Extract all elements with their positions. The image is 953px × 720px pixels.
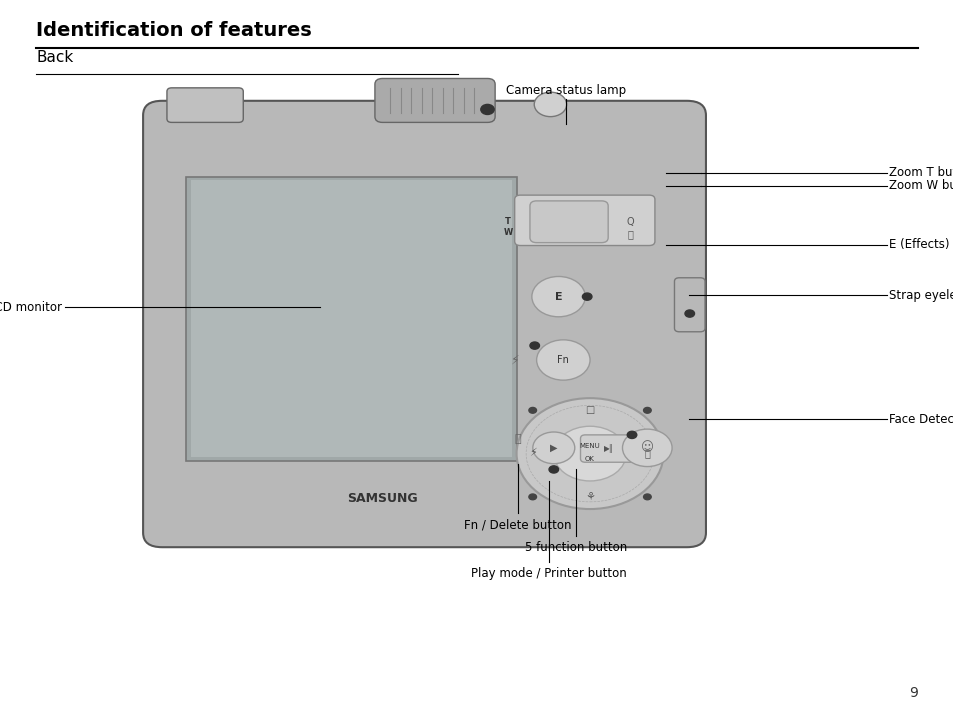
FancyBboxPatch shape — [579, 435, 638, 462]
Text: Camera status lamp: Camera status lamp — [505, 84, 625, 97]
Text: ⏻: ⏻ — [643, 449, 650, 459]
Text: Strap eyelet: Strap eyelet — [888, 289, 953, 302]
Circle shape — [528, 408, 536, 413]
Bar — [186, 177, 517, 461]
Text: W: W — [503, 228, 512, 237]
Text: ☺: ☺ — [640, 441, 653, 454]
Circle shape — [643, 494, 651, 500]
Circle shape — [532, 276, 585, 317]
Text: ▶‖: ▶‖ — [603, 444, 614, 453]
Text: Play mode / Printer button: Play mode / Printer button — [470, 567, 626, 580]
Text: Identification of features: Identification of features — [36, 21, 312, 40]
Text: 🔒: 🔒 — [514, 434, 520, 444]
FancyBboxPatch shape — [143, 101, 705, 547]
Text: LCD monitor: LCD monitor — [0, 301, 62, 314]
Text: Q: Q — [626, 217, 633, 227]
Circle shape — [549, 466, 558, 473]
Circle shape — [581, 293, 591, 300]
Circle shape — [530, 342, 539, 349]
Text: ⌖: ⌖ — [626, 229, 633, 239]
Text: 9: 9 — [908, 686, 917, 700]
Circle shape — [517, 398, 663, 509]
Text: Back: Back — [36, 50, 73, 65]
Text: Zoom T button (Digital zoom): Zoom T button (Digital zoom) — [888, 166, 953, 179]
Circle shape — [534, 92, 566, 117]
Text: ⚡: ⚡ — [511, 354, 519, 366]
Text: OK: OK — [584, 456, 595, 462]
Bar — [191, 181, 511, 457]
Circle shape — [626, 431, 636, 438]
Text: ▶: ▶ — [550, 443, 557, 453]
Text: MENU: MENU — [579, 444, 599, 449]
Text: SAMSUNG: SAMSUNG — [347, 492, 417, 505]
Text: ⚡: ⚡ — [528, 449, 537, 459]
Circle shape — [528, 494, 536, 500]
Text: Fn / Delete button: Fn / Delete button — [464, 518, 571, 531]
Text: Face Detection(FD) button: Face Detection(FD) button — [888, 413, 953, 426]
Circle shape — [532, 432, 574, 464]
Circle shape — [480, 104, 494, 114]
Text: Fn: Fn — [557, 355, 569, 365]
Text: E (Effects) button: E (Effects) button — [888, 238, 953, 251]
Text: 5 function button: 5 function button — [524, 541, 627, 554]
FancyBboxPatch shape — [167, 88, 243, 122]
FancyBboxPatch shape — [529, 201, 607, 243]
Circle shape — [643, 408, 651, 413]
Text: □: □ — [585, 405, 594, 415]
FancyBboxPatch shape — [375, 78, 495, 122]
Circle shape — [684, 310, 694, 317]
Circle shape — [621, 429, 671, 467]
Text: T: T — [504, 217, 511, 226]
Text: Zoom W button (Thumbnail): Zoom W button (Thumbnail) — [888, 179, 953, 192]
FancyBboxPatch shape — [674, 278, 704, 332]
Text: E: E — [555, 292, 561, 302]
Circle shape — [536, 340, 589, 380]
Circle shape — [553, 426, 625, 481]
Text: ⚘: ⚘ — [584, 492, 595, 502]
FancyBboxPatch shape — [514, 195, 654, 246]
